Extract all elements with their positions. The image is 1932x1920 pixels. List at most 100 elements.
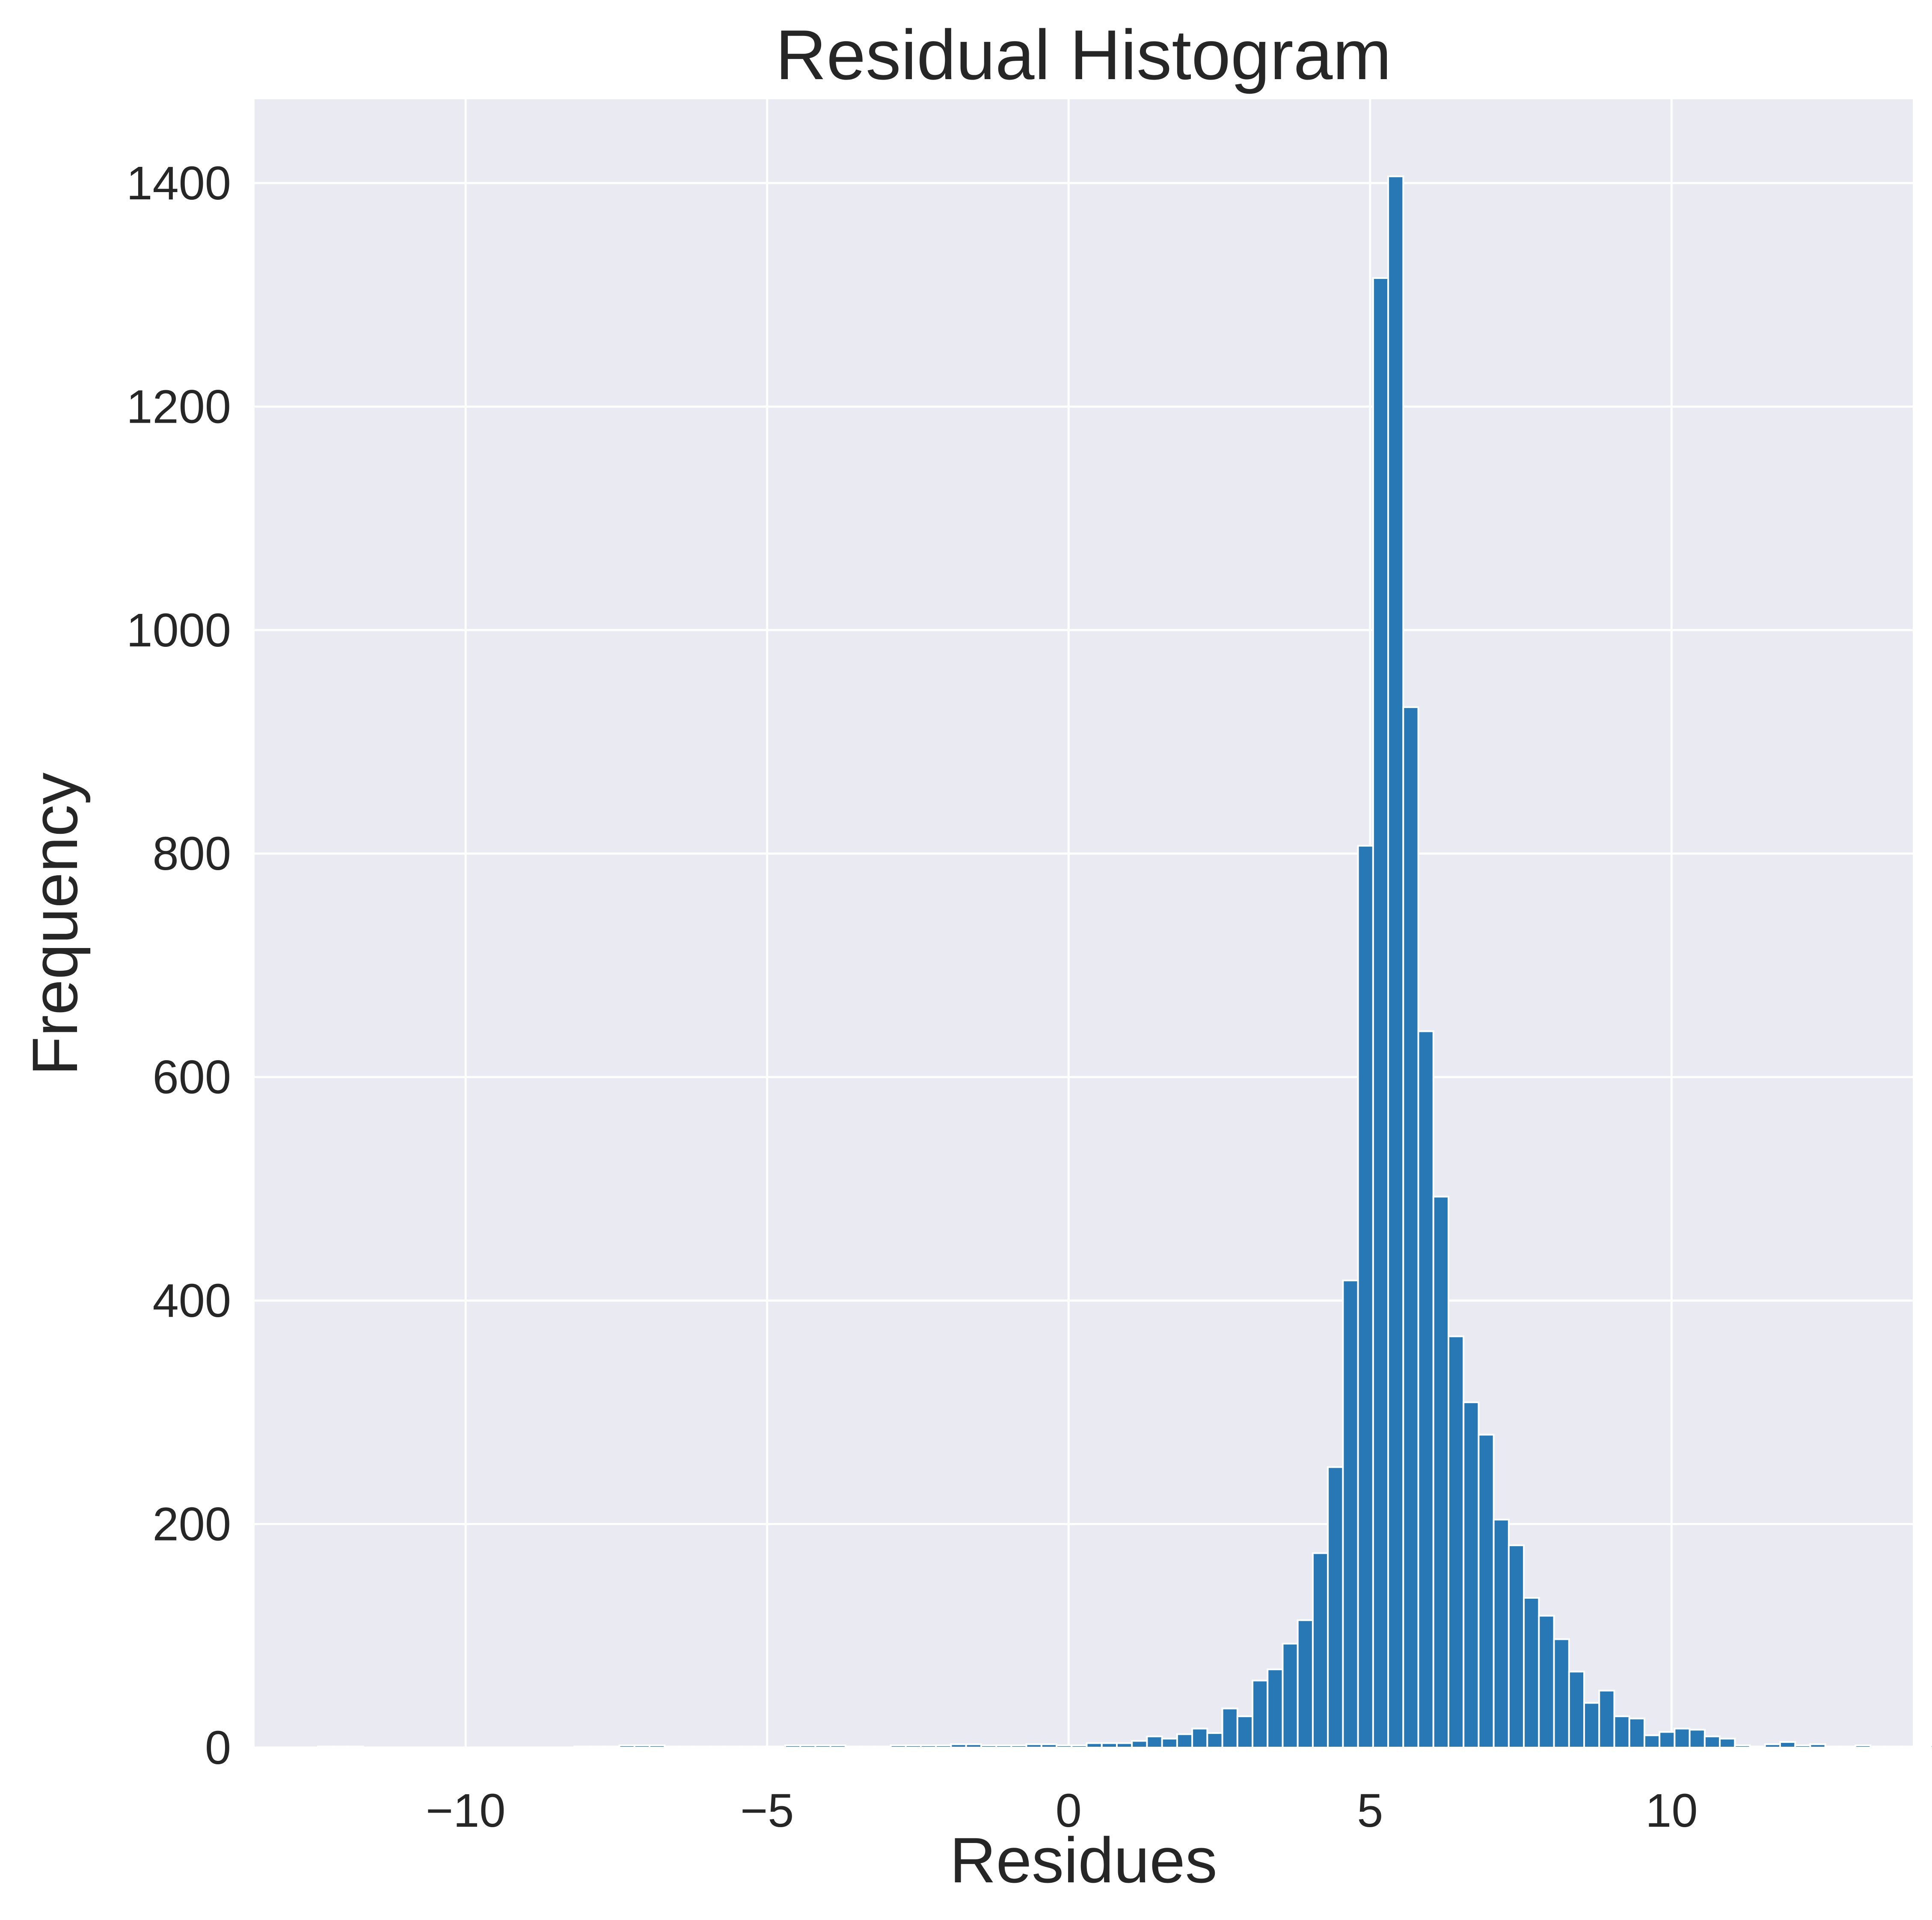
y-tick-label: 600: [152, 1051, 231, 1104]
histogram-bar: [1357, 844, 1374, 1748]
histogram-bar: [603, 1745, 620, 1748]
histogram-bar: [1236, 1715, 1254, 1749]
histogram-bar: [1779, 1741, 1796, 1748]
histogram-bar: [784, 1744, 801, 1749]
histogram-bar: [1432, 1196, 1449, 1749]
histogram-bar: [648, 1744, 666, 1749]
histogram-bar: [1674, 1727, 1691, 1748]
histogram-bar: [1749, 1745, 1766, 1748]
histogram-bar: [1583, 1702, 1600, 1749]
histogram-bar: [1206, 1732, 1223, 1748]
histogram-bar: [1643, 1734, 1661, 1749]
histogram-bar: [1448, 1335, 1465, 1749]
histogram-bar: [1282, 1643, 1299, 1749]
histogram-bar: [709, 1745, 726, 1748]
histogram-bar: [769, 1745, 786, 1748]
histogram-bar: [1010, 1744, 1027, 1749]
histogram-bar: [1327, 1466, 1344, 1748]
histogram-bar: [1493, 1519, 1510, 1749]
histogram-bar: [1764, 1743, 1781, 1748]
histogram-bar: [1372, 277, 1389, 1748]
histogram-bar: [829, 1744, 846, 1749]
histogram-bar: [980, 1744, 997, 1749]
histogram-bar: [1297, 1619, 1314, 1748]
histogram-bar: [890, 1744, 907, 1749]
histogram-bar: [1040, 1743, 1058, 1748]
histogram-bar: [739, 1745, 756, 1748]
histogram-bar: [920, 1744, 937, 1749]
histogram-bar: [1146, 1735, 1163, 1748]
histogram-bar: [1598, 1689, 1615, 1748]
x-tick-label: −10: [426, 1784, 506, 1837]
histogram-bar: [950, 1743, 967, 1748]
histogram-bar: [1116, 1742, 1133, 1749]
histogram-bar: [1870, 1745, 1887, 1748]
plot-area: [255, 99, 1913, 1748]
histogram-bar: [724, 1745, 741, 1748]
histogram-bar: [1794, 1744, 1811, 1749]
histogram-bar: [1734, 1744, 1751, 1749]
histogram-bar: [1523, 1597, 1540, 1749]
histogram-bar: [1915, 1745, 1932, 1748]
histogram-bar: [633, 1744, 650, 1749]
histogram-bar: [1613, 1715, 1630, 1749]
y-tick-labels: 0 200 400 600 800 1000 1200 1400: [126, 157, 231, 1774]
histogram-bar: [332, 1745, 349, 1748]
histogram-bar: [347, 1745, 364, 1748]
histogram-bar: [1899, 1745, 1917, 1748]
histogram-bar: [814, 1744, 831, 1749]
x-tick-labels: −10 −5 0 5 10: [426, 1784, 1698, 1837]
y-tick-label: 1200: [126, 380, 231, 433]
y-tick-label: 1400: [126, 157, 231, 210]
histogram-bar: [1025, 1743, 1042, 1748]
histogram-bar: [679, 1745, 696, 1748]
histogram-bar: [799, 1744, 816, 1749]
histogram-bar: [1402, 706, 1419, 1749]
x-axis-label: Residues: [950, 1824, 1217, 1896]
histogram-bar: [1463, 1401, 1480, 1748]
histogram-bar: [1839, 1745, 1857, 1748]
histogram-bar: [1553, 1638, 1570, 1748]
histogram-bar: [1930, 1744, 1932, 1749]
histogram-bar: [1508, 1544, 1525, 1748]
histogram-bar: [995, 1744, 1012, 1749]
histogram-bar: [1703, 1735, 1721, 1748]
histogram-bar: [1568, 1671, 1585, 1748]
x-tick-label: 10: [1645, 1784, 1698, 1837]
x-tick-label: −5: [740, 1784, 794, 1837]
histogram-bar: [875, 1745, 892, 1748]
histogram-bar: [1312, 1552, 1329, 1748]
histogram-bar: [1342, 1280, 1359, 1748]
histogram-bar: [664, 1745, 681, 1748]
histogram-bar: [588, 1745, 605, 1748]
histogram-bar: [1824, 1745, 1841, 1748]
histogram-bar: [1659, 1731, 1676, 1749]
histogram-bar: [1101, 1742, 1118, 1749]
histogram-bar: [754, 1745, 771, 1748]
histogram-bar: [1252, 1680, 1269, 1749]
histogram-bar: [1071, 1744, 1088, 1749]
histogram-bar: [965, 1743, 982, 1748]
histogram-bar: [1809, 1743, 1826, 1748]
histogram-bar: [1221, 1707, 1238, 1749]
histogram-bar: [1131, 1740, 1148, 1748]
histogram-bar: [1719, 1738, 1736, 1748]
histogram-bar: [1689, 1729, 1706, 1749]
histogram-bar: [844, 1745, 862, 1748]
y-tick-label: 400: [152, 1274, 231, 1327]
histogram-bar: [1086, 1742, 1103, 1749]
y-tick-label: 0: [205, 1721, 231, 1774]
histogram-bar: [1885, 1745, 1902, 1748]
histogram-bar: [1191, 1727, 1208, 1748]
histogram-bar: [1387, 175, 1404, 1749]
histogram-bar: [1056, 1744, 1073, 1749]
chart-title: Residual Histogram: [775, 15, 1392, 94]
histogram-bar: [1417, 1030, 1434, 1748]
histogram-bar: [1628, 1718, 1645, 1749]
histogram-bar: [860, 1745, 877, 1748]
histogram-bar: [618, 1744, 635, 1749]
y-tick-label: 200: [152, 1498, 231, 1551]
histogram-bar: [573, 1745, 591, 1748]
histogram-bar: [694, 1745, 711, 1748]
